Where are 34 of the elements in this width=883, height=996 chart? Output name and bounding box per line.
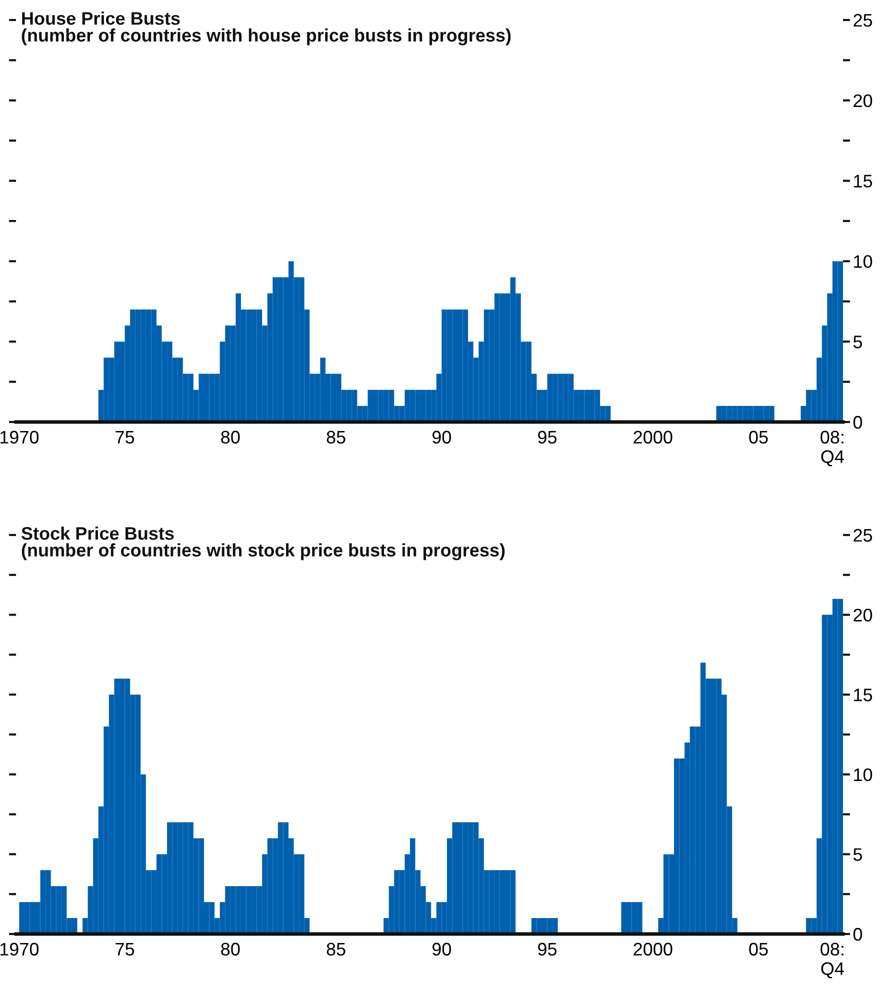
x-tick-label: 85 <box>326 942 346 956</box>
y-tick-label: 10 <box>854 255 872 268</box>
x-tick-label: 90 <box>432 942 451 956</box>
y-tick-label: 15 <box>854 174 872 188</box>
y-tick-label: 25 <box>854 14 872 27</box>
chart-subtitle: (number of countries with stock price busts in progress) <box>22 543 505 560</box>
x-tick-label: 75 <box>116 942 134 956</box>
x-tick-label: 08: Q4 <box>820 942 844 978</box>
x-tick-label: 95 <box>538 942 557 956</box>
x-tick-label: 85 <box>326 430 346 444</box>
y-tick-label: 0 <box>853 416 862 429</box>
y-tick-label: 0 <box>853 928 862 941</box>
y-tick-label: 20 <box>854 94 872 108</box>
y-tick-label: 25 <box>854 528 872 542</box>
x-tick-label: 1970 <box>0 942 39 956</box>
x-tick-label: 95 <box>538 430 557 444</box>
x-tick-label: 08: Q4 <box>820 430 844 466</box>
chart-title: Stock Price Busts <box>21 526 174 540</box>
x-tick-label: 2000 <box>634 942 672 956</box>
y-tick-label: 5 <box>853 848 862 861</box>
y-tick-label: 20 <box>854 608 872 622</box>
x-tick-label: 90 <box>432 430 451 444</box>
chart-title: House Price Busts <box>22 12 180 25</box>
x-tick-label: 2000 <box>634 430 672 444</box>
x-tick-label: 80 <box>221 942 240 956</box>
x-tick-label: 05 <box>749 942 768 956</box>
x-tick-label: 80 <box>221 430 240 444</box>
x-tick-label: 75 <box>116 430 134 444</box>
chart-subtitle: (number of countries with house price busts in progress) <box>22 28 511 46</box>
y-tick-label: 15 <box>854 688 872 702</box>
x-tick-label: 05 <box>749 430 768 444</box>
x-tick-label: 1970 <box>0 430 39 444</box>
y-tick-label: 5 <box>853 336 862 348</box>
y-tick-label: 10 <box>854 768 872 782</box>
